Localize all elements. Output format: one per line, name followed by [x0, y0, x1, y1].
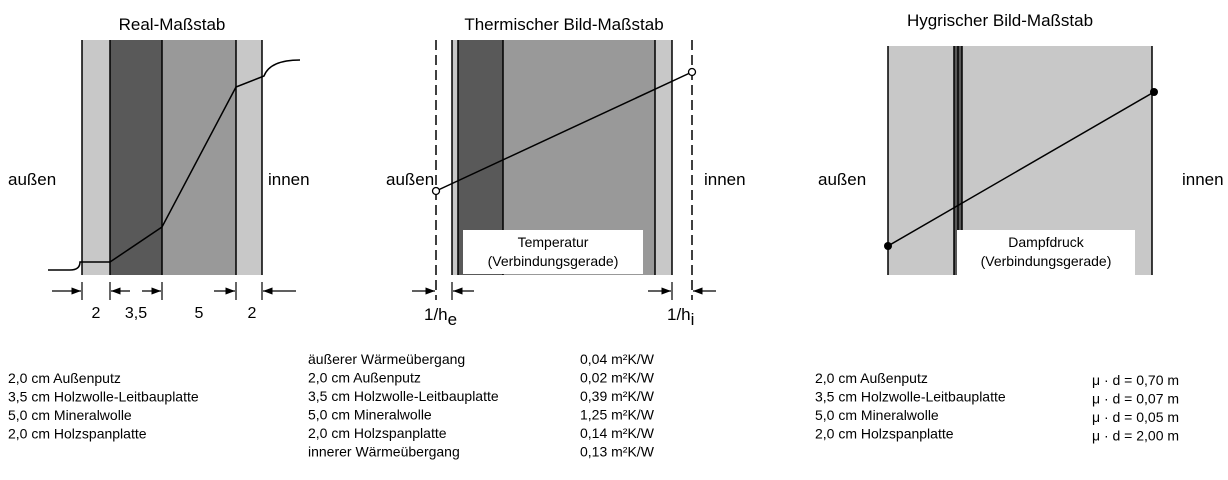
outside-label: außen: [8, 170, 56, 189]
layer-value: 0,04 m²K/W: [580, 351, 655, 367]
layer-item: 3,5 cm Holzwolle-Leitbauplatte: [8, 389, 199, 405]
real-panel: Real-Maßstab außen innen 2 3,5 5 2: [8, 15, 310, 322]
layer-value: μ · d = 0,07 m: [1092, 391, 1179, 407]
layer-item: 2,0 cm Holzspanplatte: [815, 426, 954, 442]
dim: 1/he: [424, 305, 457, 329]
layer-value: 0,02 m²K/W: [580, 370, 655, 386]
layer-item: 5,0 cm Mineralwolle: [308, 407, 432, 423]
inside-label: innen: [704, 170, 746, 189]
box-label: (Verbindungsgerade): [488, 253, 619, 269]
layer-item: 5,0 cm Mineralwolle: [815, 407, 939, 423]
thermal-panel: Temperatur (Verbindungsgerade) Thermisch…: [386, 15, 746, 329]
hygric-panel: Dampfdruck (Verbindungsgerade) Hygrische…: [818, 11, 1224, 275]
dim: 1/hi: [667, 305, 694, 329]
title: Hygrischer Bild-Maßstab: [907, 11, 1093, 30]
temperature-curve: [48, 59, 301, 271]
layer-item: 2,0 cm Außenputz: [815, 370, 928, 386]
inside-label: innen: [268, 170, 310, 189]
layer-item: 2,0 cm Holzspanplatte: [308, 425, 447, 441]
layer: [82, 40, 110, 275]
outside-label: außen: [386, 170, 434, 189]
layer-item: 5,0 cm Mineralwolle: [8, 407, 132, 423]
title: Real-Maßstab: [119, 15, 226, 34]
box-label: Temperatur: [518, 234, 589, 250]
layer-item: 2,0 cm Außenputz: [8, 370, 121, 386]
layer-value: 1,25 m²K/W: [580, 407, 655, 423]
layer: [236, 40, 262, 275]
layer-value: μ · d = 0,70 m: [1092, 372, 1179, 388]
layer-value: 0,39 m²K/W: [580, 388, 655, 404]
outside-label: außen: [818, 170, 866, 189]
layer: [110, 40, 162, 275]
layer-value: μ · d = 0,05 m: [1092, 409, 1179, 425]
lists: 2,0 cm Außenputz 3,5 cm Holzwolle-Leitbau…: [8, 351, 1179, 460]
dim: 3,5: [125, 305, 147, 322]
layer-value: 0,14 m²K/W: [580, 425, 655, 441]
dim: 5: [195, 305, 204, 322]
box-label: Dampfdruck: [1008, 234, 1084, 250]
dim: 2: [248, 305, 257, 322]
layer-value: 0,13 m²K/W: [580, 444, 655, 460]
layer-item: 2,0 cm Außenputz: [308, 370, 421, 386]
layer-value: μ · d = 2,00 m: [1092, 428, 1179, 444]
layer-item: 3,5 cm Holzwolle-Leitbauplatte: [815, 389, 1006, 405]
dim: 2: [92, 305, 101, 322]
layer-item: 3,5 cm Holzwolle-Leitbauplatte: [308, 388, 499, 404]
layer-item: äußerer Wärmeübergang: [308, 351, 465, 367]
layer-item: innerer Wärmeübergang: [308, 444, 460, 460]
title: Thermischer Bild-Maßstab: [464, 15, 663, 34]
layer-item: 2,0 cm Holzspanplatte: [8, 426, 147, 442]
box-label: (Verbindungsgerade): [981, 253, 1112, 269]
inside-label: innen: [1182, 170, 1224, 189]
